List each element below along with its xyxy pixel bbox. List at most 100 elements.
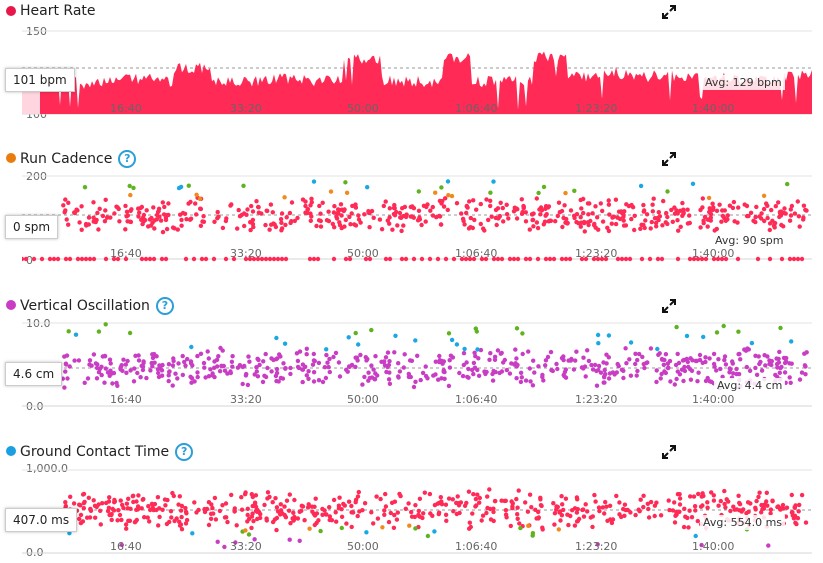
vertical-oscillation-point	[240, 381, 245, 387]
ground-contact-time-point	[322, 508, 327, 513]
ground-contact-time-point	[168, 509, 174, 514]
ground-contact-time-point	[533, 507, 538, 512]
ground-contact-time-point	[430, 513, 435, 518]
vertical-oscillation-point	[596, 363, 602, 369]
ground-contact-time-point	[225, 519, 230, 525]
ground-contact-time-chart[interactable]	[22, 467, 812, 557]
run-cadence-point	[521, 205, 526, 211]
vertical-oscillation-point	[311, 351, 316, 357]
vertical-oscillation-point	[263, 374, 269, 380]
run-cadence-point	[654, 224, 659, 229]
vertical-oscillation-point	[562, 374, 567, 379]
run-cadence-point	[725, 213, 730, 218]
run-cadence-point	[318, 224, 324, 229]
vertical-oscillation-point	[482, 369, 487, 374]
ground-contact-time-point	[287, 537, 292, 542]
ground-contact-time-point	[793, 520, 798, 525]
vertical-oscillation-point	[712, 364, 717, 369]
vertical-oscillation-point	[589, 362, 594, 368]
run-cadence-point	[685, 207, 690, 212]
ground-contact-time-point	[112, 497, 117, 503]
vertical-oscillation-point	[437, 353, 442, 359]
run-cadence-point	[653, 220, 659, 226]
run-cadence-point	[445, 207, 450, 213]
ground-contact-time-help-icon[interactable]: ?	[175, 443, 194, 461]
ground-contact-time-point	[145, 515, 150, 520]
run-cadence-chart[interactable]	[22, 173, 812, 263]
ground-contact-time-point	[196, 507, 201, 513]
run-cadence-point	[395, 223, 400, 228]
ground-contact-time-point	[349, 524, 354, 530]
vertical-oscillation-point	[594, 368, 599, 374]
vertical-oscillation-expand-icon[interactable]	[662, 299, 676, 313]
run-cadence-point	[464, 210, 469, 216]
ground-contact-time-point	[382, 508, 387, 513]
run-cadence-point	[629, 202, 634, 208]
ground-contact-time-point	[287, 492, 292, 497]
vertical-oscillation-point	[514, 326, 520, 331]
vertical-oscillation-point	[633, 361, 638, 367]
run-cadence-point	[776, 200, 781, 205]
vertical-oscillation-point	[393, 333, 398, 338]
ground-contact-time-point	[499, 498, 504, 503]
vertical-oscillation-point	[387, 359, 392, 364]
run-cadence-point	[100, 213, 106, 219]
run-cadence-help-icon[interactable]: ?	[118, 150, 137, 168]
ground-contact-time-point	[666, 498, 671, 503]
ground-contact-time-expand-icon[interactable]	[662, 445, 676, 459]
ground-contact-time-point	[454, 500, 459, 506]
ground-contact-time-point	[728, 508, 733, 514]
ground-contact-time-point	[514, 496, 519, 502]
ground-contact-time-point	[525, 509, 531, 514]
vertical-oscillation-help-icon[interactable]: ?	[155, 297, 174, 315]
ground-contact-time-point	[692, 504, 698, 509]
ground-contact-time-point	[797, 502, 802, 508]
run-cadence-point	[617, 216, 623, 222]
heart-rate-expand-icon[interactable]	[662, 5, 676, 19]
ground-contact-time-point	[333, 510, 338, 515]
run-cadence-point	[439, 201, 444, 206]
vertical-oscillation-point	[176, 361, 181, 366]
vertical-oscillation-chart[interactable]	[22, 320, 812, 410]
vertical-oscillation-point	[369, 327, 374, 333]
vertical-oscillation-point	[306, 369, 311, 374]
run-cadence-point	[500, 205, 505, 211]
run-cadence-point	[215, 209, 220, 215]
run-cadence-point	[727, 203, 733, 208]
ground-contact-time-point	[104, 500, 109, 506]
run-cadence-point	[275, 256, 281, 262]
run-cadence-point	[289, 219, 294, 224]
vertical-oscillation-point	[65, 376, 70, 381]
run-cadence-expand-icon[interactable]	[662, 152, 676, 166]
vertical-oscillation-point	[188, 361, 194, 366]
ground-contact-time-point	[233, 540, 238, 545]
vertical-oscillation-point	[401, 365, 406, 370]
run-cadence-point	[777, 214, 782, 220]
run-cadence-point	[595, 256, 601, 262]
run-cadence-point	[279, 211, 285, 216]
vertical-oscillation-point	[386, 377, 392, 382]
vertical-oscillation-point	[107, 357, 113, 362]
ground-contact-time-point	[667, 507, 672, 513]
run-cadence-point	[445, 179, 451, 184]
ground-contact-time-title: Ground Contact Time?	[20, 443, 194, 461]
vertical-oscillation-point	[353, 364, 358, 370]
vertical-oscillation-point	[353, 330, 358, 336]
ground-contact-time-point	[77, 516, 82, 522]
ground-contact-time-point	[474, 503, 479, 508]
vertical-oscillation-point	[148, 368, 153, 373]
run-cadence-point	[439, 185, 444, 190]
vertical-oscillation-point	[711, 351, 717, 357]
run-cadence-point	[723, 256, 729, 262]
run-cadence-point	[398, 215, 403, 220]
run-cadence-point	[267, 227, 272, 232]
run-cadence-point	[342, 224, 347, 229]
vertical-oscillation-point	[82, 380, 87, 385]
vertical-oscillation-point	[311, 370, 317, 375]
ground-contact-time-point	[382, 512, 387, 517]
ground-contact-time-point	[503, 508, 509, 513]
run-cadence-point	[449, 193, 455, 199]
vertical-oscillation-point	[548, 349, 554, 355]
ground-contact-time-point	[249, 492, 254, 497]
ground-contact-time-point	[80, 492, 86, 497]
